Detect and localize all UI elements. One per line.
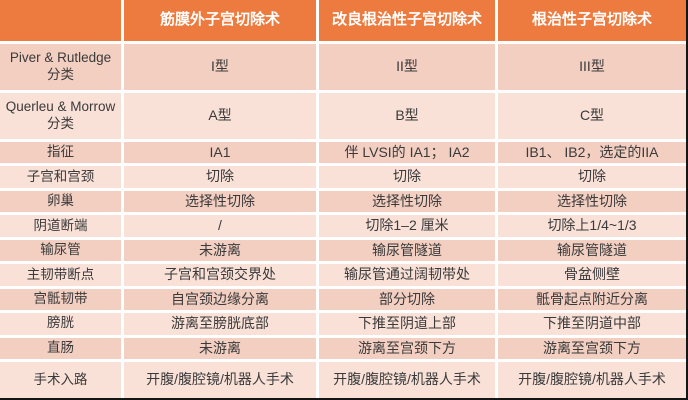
table-cell: 游离至宫颈下方 [498, 337, 686, 359]
table-cell: 游离至膀胱底部 [124, 313, 316, 335]
table-cell: B型 [319, 93, 495, 139]
table-cell: 选择性切除 [498, 190, 686, 213]
row-label: 主韧带断点 [0, 264, 121, 286]
row-label: 阴道断端 [0, 215, 121, 237]
row-label: 宫骶韧带 [0, 288, 121, 311]
row-label: 直肠 [0, 337, 121, 359]
row-label: 卵巢 [0, 190, 121, 213]
table-cell: 伴 LVSI的 IA1； IA2 [319, 142, 495, 164]
table-cell: / [124, 215, 316, 237]
table-cell: 输尿管隧道 [319, 239, 495, 262]
table-cell: 切除上1/4~1/3 [498, 215, 686, 237]
table-cell: A型 [124, 93, 316, 139]
table-cell: I型 [124, 44, 316, 90]
table-cell: 开腹/腹腔镜/机器人手术 [124, 362, 316, 398]
table-cell: IA1 [124, 142, 316, 164]
table-cell: 切除 [319, 166, 495, 188]
table-cell: IB1、 IB2，选定的IIA [498, 142, 686, 164]
table-cell: 下推至阴道中部 [498, 313, 686, 335]
table-cell: 下推至阴道上部 [319, 313, 495, 335]
row-label: 指征 [0, 142, 121, 164]
table-cell: 输尿管隧道 [498, 239, 686, 262]
table-corner-cell [0, 0, 121, 41]
table-cell: 选择性切除 [319, 190, 495, 213]
row-label: 手术入路 [0, 362, 121, 398]
table-cell: 自宫颈边缘分离 [124, 288, 316, 311]
table-cell: 切除1–2 厘米 [319, 215, 495, 237]
table-cell: 未游离 [124, 337, 316, 359]
row-label: 输尿管 [0, 239, 121, 262]
table-cell: 游离至宫颈下方 [319, 337, 495, 359]
table-header-column: 根治性子宫切除术 [498, 0, 686, 41]
table-cell: 骶骨起点附近分离 [498, 288, 686, 311]
table-cell: 切除 [498, 166, 686, 188]
table-cell: 选择性切除 [124, 190, 316, 213]
table-cell: 部分切除 [319, 288, 495, 311]
table-cell: III型 [498, 44, 686, 90]
table-cell: 未游离 [124, 239, 316, 262]
table-cell: 开腹/腹腔镜/机器人手术 [498, 362, 686, 398]
table-cell: 输尿管通过阔韧带处 [319, 264, 495, 286]
table-cell: II型 [319, 44, 495, 90]
row-label: 子宫和宫颈 [0, 166, 121, 188]
row-label: Querleu & Morrow分类 [0, 93, 121, 139]
table-cell: 骨盆侧壁 [498, 264, 686, 286]
table-header-column: 改良根治性子宫切除术 [319, 0, 495, 41]
table-header-column: 筋膜外子宫切除术 [124, 0, 316, 41]
table-cell: 子宫和宫颈交界处 [124, 264, 316, 286]
table-cell: 开腹/腹腔镜/机器人手术 [319, 362, 495, 398]
row-label: Piver & Rutledge 分类 [0, 44, 121, 90]
table-cell: 切除 [124, 166, 316, 188]
table-cell: C型 [498, 93, 686, 139]
row-label: 膀胱 [0, 313, 121, 335]
